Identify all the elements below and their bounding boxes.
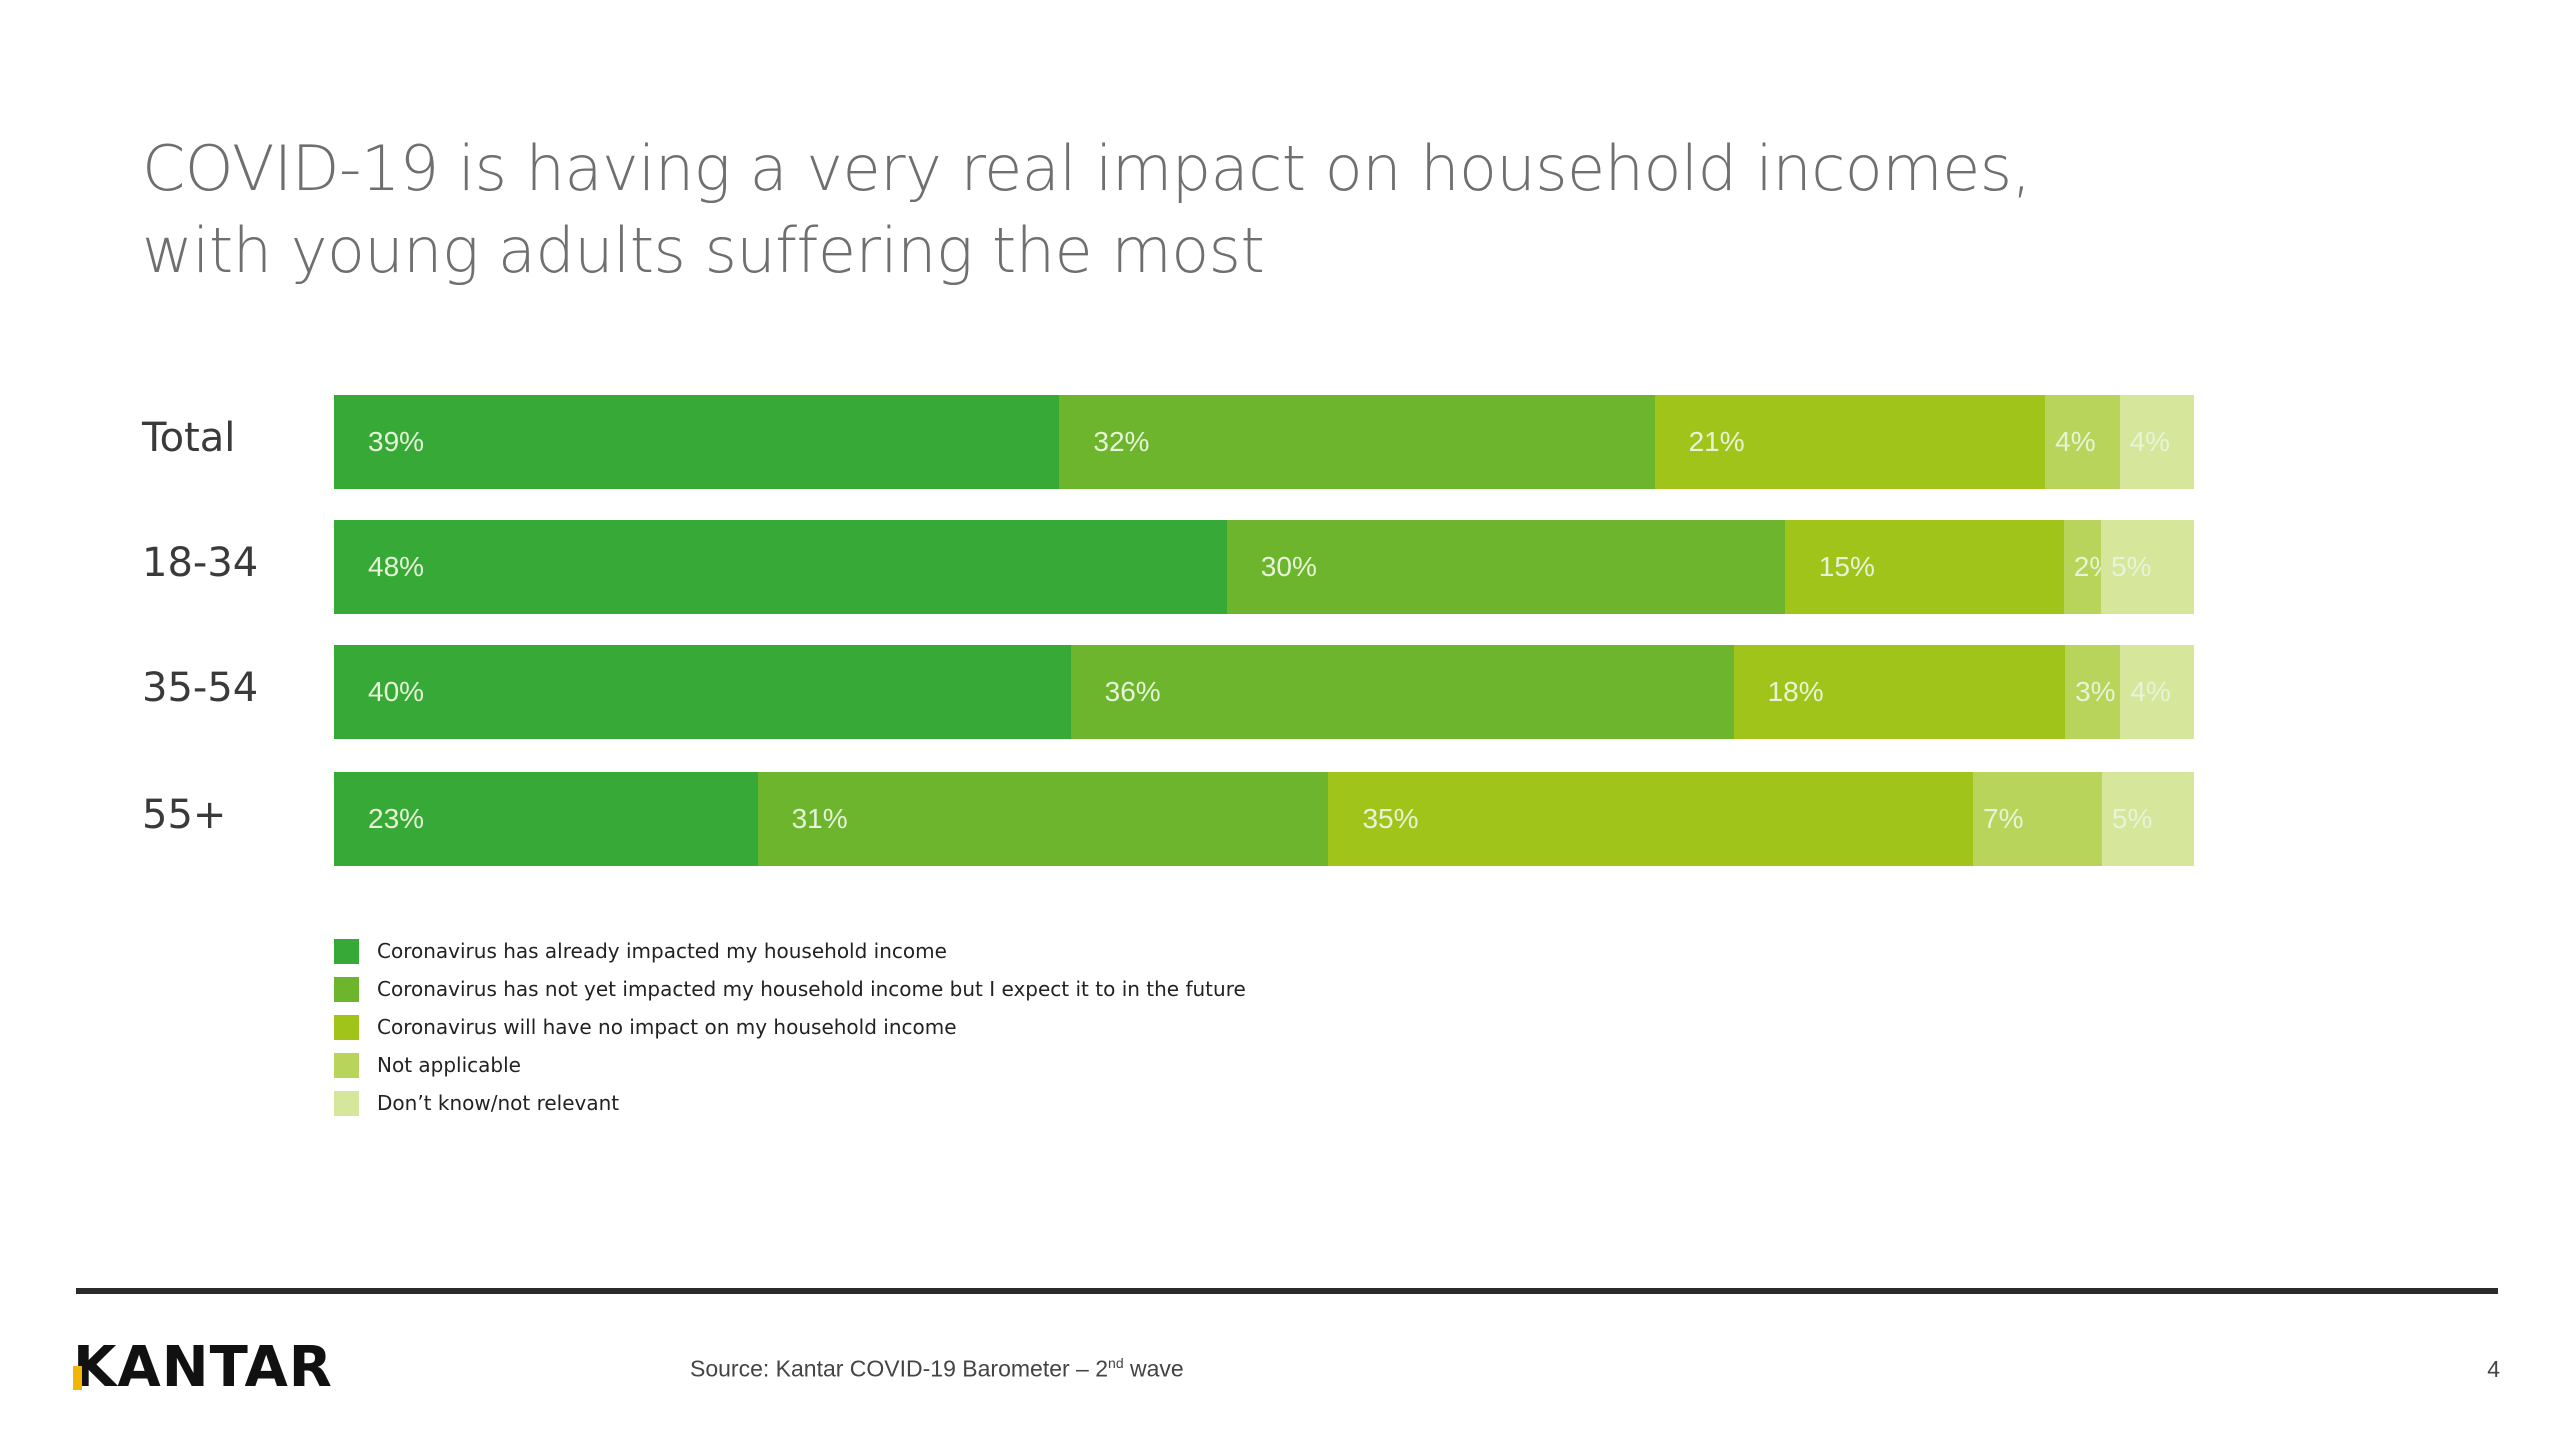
source-superscript: nd — [1108, 1355, 1124, 1371]
data-label: 32% — [1093, 426, 1150, 457]
chart-legend: Coronavirus has already impacted my hous… — [334, 932, 1246, 1122]
category-label: 18-34 — [142, 540, 259, 586]
bar-row: 23% 31% 35% 7% 5% — [334, 772, 2194, 866]
legend-item: Not applicable — [334, 1046, 1246, 1084]
legend-item: Coronavirus has not yet impacted my hous… — [334, 970, 1246, 1008]
data-label: 40% — [368, 676, 425, 707]
legend-label: Coronavirus has not yet impacted my hous… — [377, 977, 1246, 1001]
data-label: 21% — [1688, 426, 1745, 457]
data-label: 4% — [2130, 676, 2171, 707]
bar-segment: 4% — [2120, 645, 2194, 739]
data-label: 5% — [2111, 803, 2153, 834]
bar-segment: 36% — [1070, 645, 1734, 739]
data-label: 39% — [368, 426, 425, 457]
data-label: 23% — [368, 803, 425, 834]
bar-segment: 35% — [1328, 772, 1973, 866]
bar-segment: 5% — [2101, 772, 2194, 866]
bar-segment: 4% — [2119, 395, 2194, 489]
category-label: 35-54 — [142, 665, 259, 711]
bar-segment: 48% — [334, 520, 1227, 614]
bar-segment: 32% — [1059, 395, 1655, 489]
bar-row: 39% 32% 21% 4% 4% — [334, 395, 2194, 489]
legend-label: Not applicable — [377, 1053, 521, 1077]
bar-segment: 30% — [1226, 520, 1785, 614]
legend-swatch — [334, 1014, 359, 1040]
data-label: 7% — [1983, 803, 2024, 834]
data-label: 5% — [2110, 551, 2152, 582]
data-label: 35% — [1362, 803, 1419, 834]
bar-segment: 3% — [2065, 645, 2121, 739]
stacked-bar-chart: Total 39% 32% 21% 4% 4% 18-34 48% 30% 15% 2% 5% 35-5… — [142, 395, 2202, 885]
data-label: 4% — [2055, 426, 2096, 457]
legend-item: Don’t know/not relevant — [334, 1084, 1246, 1122]
bar-row: 40% 36% 18% 3% 4% — [334, 645, 2194, 739]
legend-swatch — [334, 938, 359, 964]
bar-segment: 5% — [2100, 520, 2194, 614]
kantar-logo: KANTAR — [73, 1336, 333, 1400]
page-number: 4 — [2487, 1356, 2500, 1382]
data-label: 15% — [1818, 551, 1875, 582]
bar-segment: 39% — [334, 395, 1060, 489]
bar-segment: 21% — [1654, 395, 2046, 489]
category-label: Total — [142, 415, 236, 461]
legend-swatch — [334, 1090, 359, 1116]
data-label: 4% — [2129, 426, 2171, 457]
data-label: 36% — [1104, 676, 1161, 707]
legend-item: Coronavirus will have no impact on my ho… — [334, 1008, 1246, 1046]
legend-label: Coronavirus will have no impact on my ho… — [377, 1015, 957, 1039]
bar-segment: 23% — [334, 772, 758, 866]
data-label: 48% — [368, 551, 425, 582]
bar-segment: 18% — [1733, 645, 2066, 739]
bar-segment: 31% — [757, 772, 1329, 866]
category-label: 55+ — [142, 792, 227, 838]
data-label: 31% — [791, 803, 848, 834]
slide-title: COVID-19 is having a very real impact on… — [142, 132, 2031, 287]
legend-label: Coronavirus has already impacted my hous… — [377, 939, 947, 963]
footer-divider — [76, 1288, 2498, 1294]
bar-row: 48% 30% 15% 2% 5% — [334, 520, 2194, 614]
bar-segment: 4% — [2045, 395, 2120, 489]
source-suffix: wave — [1123, 1355, 1184, 1382]
kantar-logo-text: KANTAR — [73, 1335, 333, 1400]
legend-swatch — [334, 976, 359, 1002]
data-label: 30% — [1260, 551, 1317, 582]
legend-item: Coronavirus has already impacted my hous… — [334, 932, 1246, 970]
bar-segment: 15% — [1784, 520, 2064, 614]
bar-segment: 40% — [334, 645, 1071, 739]
source-note: Source: Kantar COVID-19 Barometer – 2nd … — [690, 1355, 1184, 1383]
bar-segment: 2% — [2063, 520, 2114, 614]
legend-label: Don’t know/not relevant — [377, 1091, 620, 1115]
bar-segment: 7% — [1973, 772, 2102, 866]
data-label: 3% — [2075, 676, 2116, 707]
source-prefix: Source: Kantar COVID-19 Barometer – 2 — [690, 1355, 1109, 1382]
data-label: 18% — [1767, 676, 1824, 707]
legend-swatch — [334, 1052, 359, 1078]
